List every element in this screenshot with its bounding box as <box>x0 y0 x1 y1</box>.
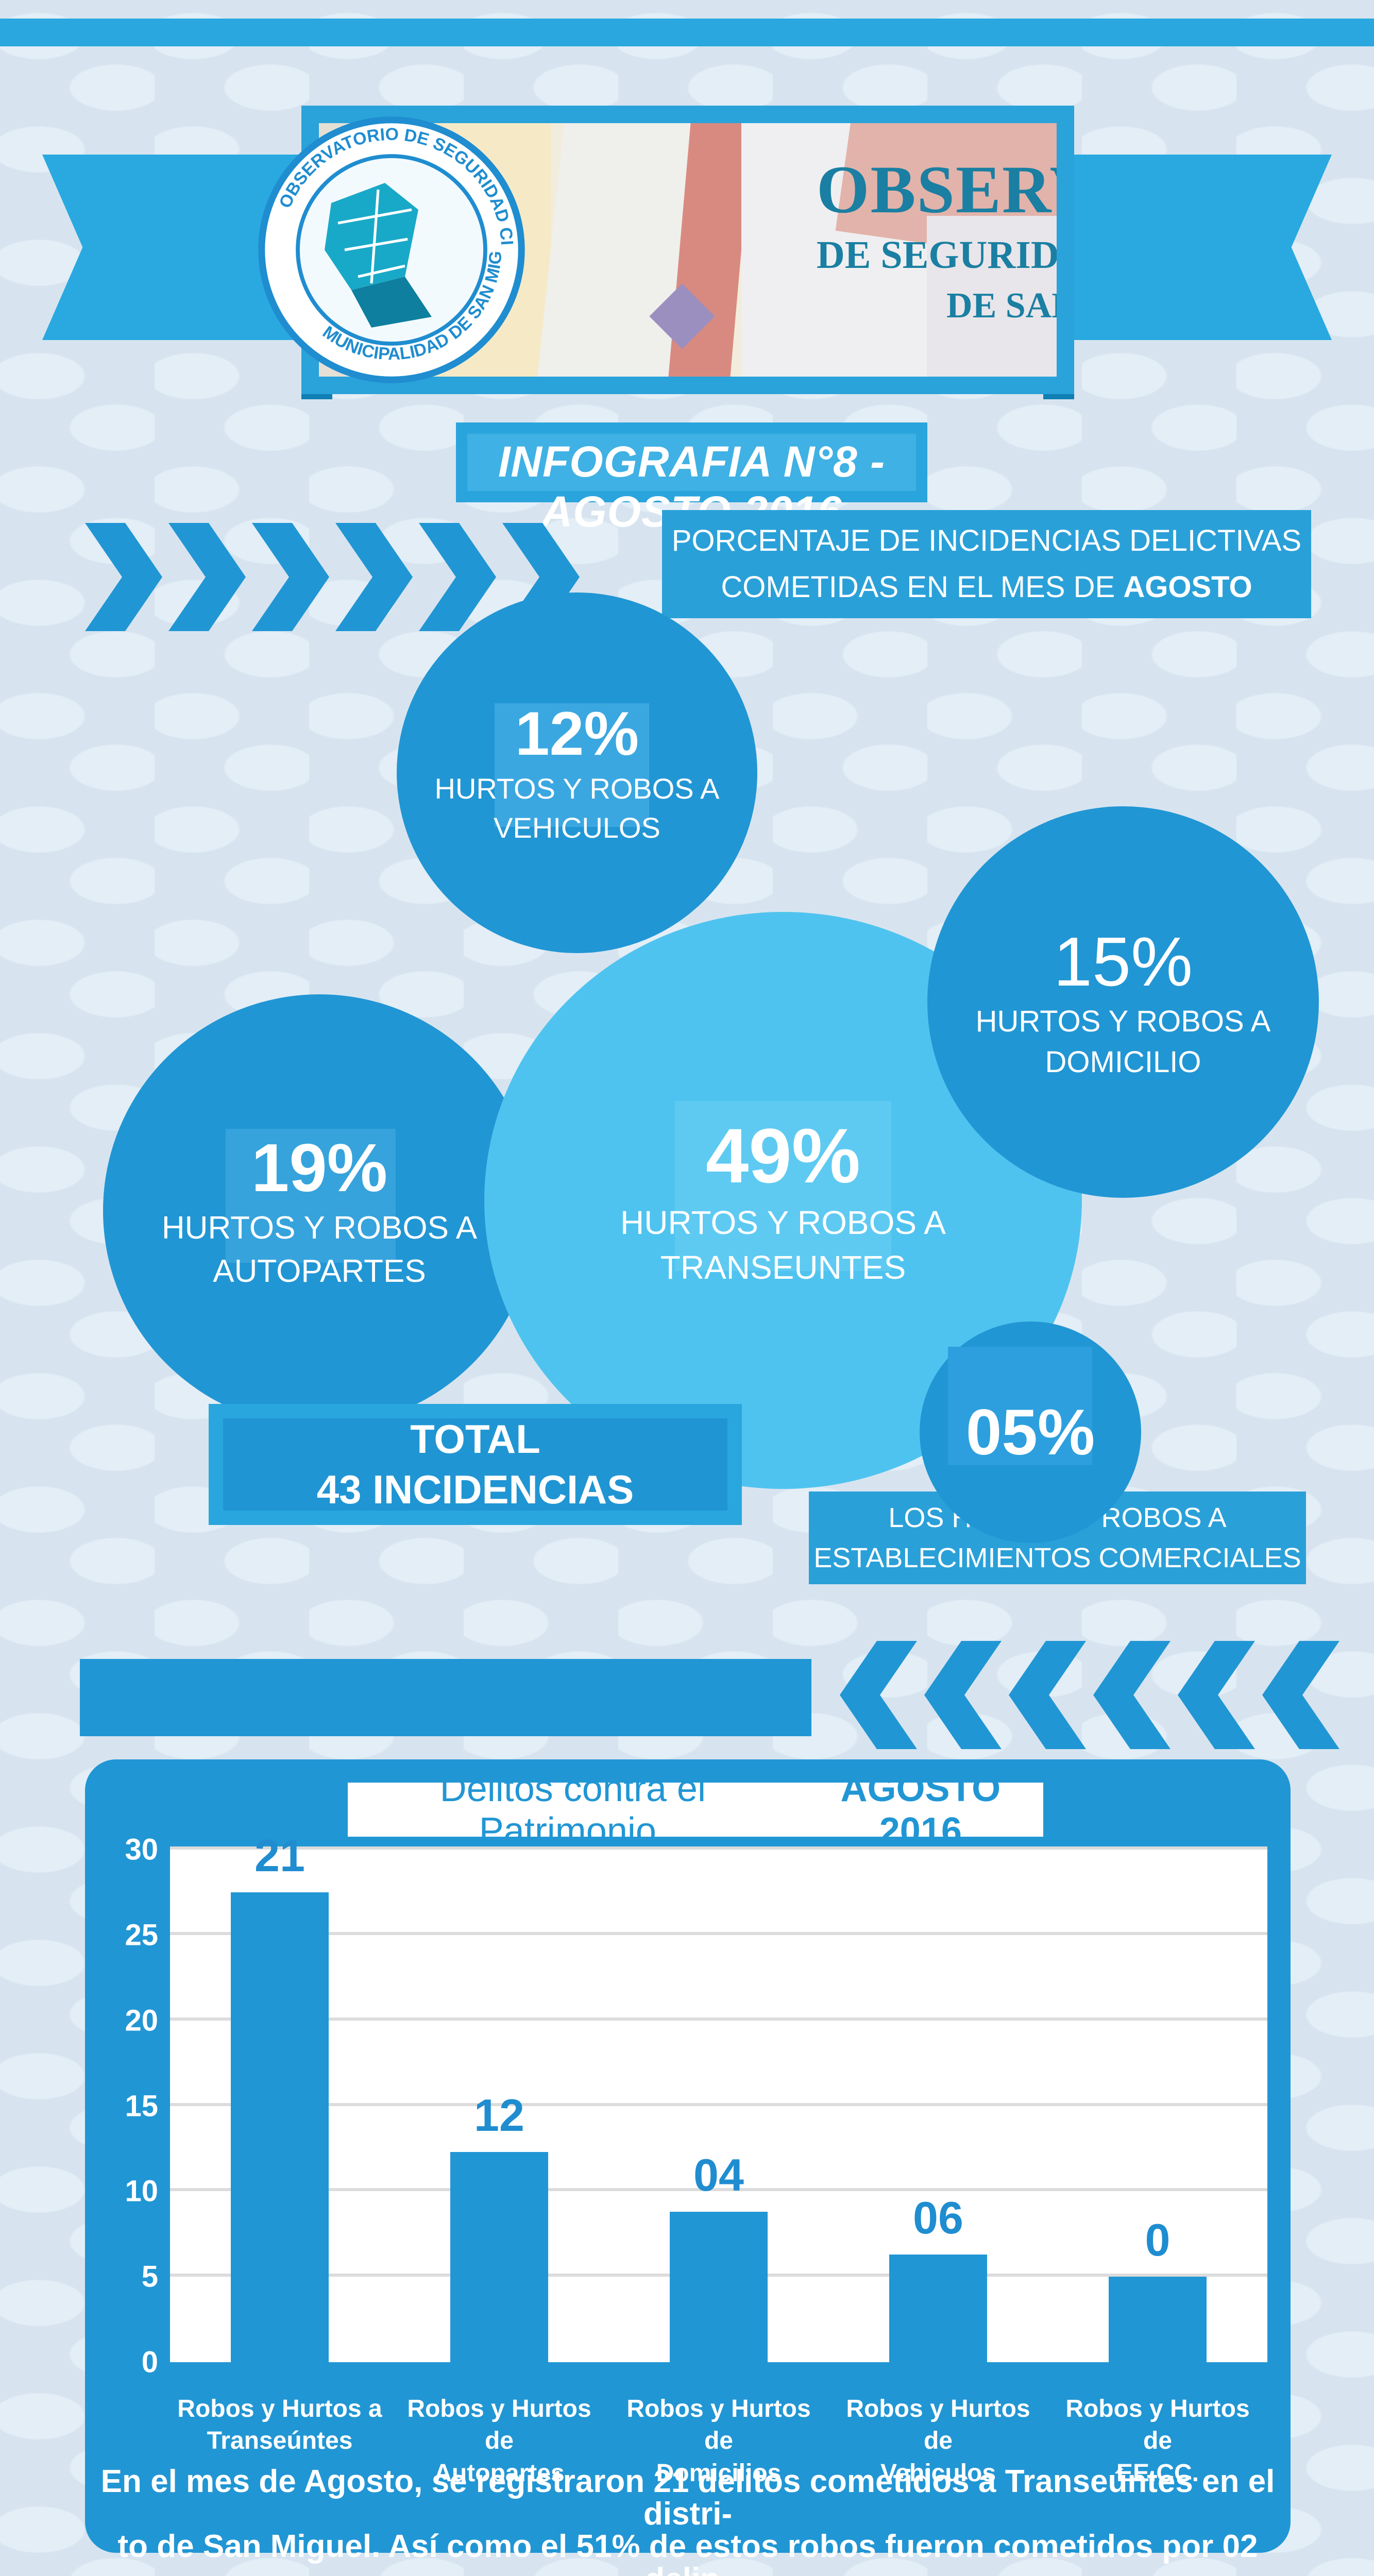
intro-banner: PORCENTAJE DE INCIDENCIAS DELICTIVAS COM… <box>662 510 1311 618</box>
bar-value: 21 <box>255 1829 305 1881</box>
chevron-icon <box>335 523 413 631</box>
bar-chart-plot: 21 12 04 06 0 <box>170 1830 1267 2362</box>
logo-map-shape <box>325 183 418 290</box>
bubble-vehiculos: 12% HURTOS Y ROBOS A VEHICULOS <box>397 592 757 953</box>
category-label: Robos y Hurtos de EE.CC. <box>1065 2395 1250 2487</box>
total-line2: 43 INCIDENCIAS <box>316 1466 634 1512</box>
infografia-badge-inner <box>467 434 916 491</box>
divider-band <box>80 1659 811 1736</box>
intro-line1: PORCENTAJE DE INCIDENCIAS DELICTIVAS <box>671 524 1302 558</box>
gridline <box>170 1931 1267 1935</box>
chevron-left-icon <box>924 1641 1002 1749</box>
top-strip <box>0 19 1374 46</box>
bubble-eecc-pct: 05% <box>947 1346 1095 1469</box>
chevron-left-icon <box>1093 1641 1171 1749</box>
bubble-pct-bg <box>674 1101 891 1272</box>
bubble-transeuntes-label: HURTOS Y ROBOS A TRANSEUNTES <box>620 1204 946 1286</box>
collage-shape <box>927 216 1057 377</box>
bar-transeuntes <box>231 1892 329 2362</box>
bar-chart-title-bold: AGOSTO 2016 <box>840 1768 1001 1852</box>
chevron-left-icon <box>1178 1641 1255 1749</box>
bubble-eecc: 05% <box>920 1321 1141 1543</box>
bar-eecc <box>1109 2277 1207 2362</box>
bubble-pct-bg <box>494 703 649 827</box>
chevron-row-right <box>85 523 580 631</box>
bar-value: 04 <box>693 2149 744 2201</box>
chevron-icon <box>252 523 329 631</box>
bar-chart-title-regular: Delitos contra el Patrimonio, <box>439 1768 706 1852</box>
bar-value: 06 <box>913 2192 963 2244</box>
summary-paragraph: En el mes de Agosto, se registraron 21 d… <box>100 2463 1275 2576</box>
total-line1: TOTAL <box>410 1416 540 1462</box>
bubble-domicilio-pct: 15% <box>1053 923 1193 1001</box>
chevron-left-icon <box>840 1641 917 1749</box>
bar-domicilios <box>670 2212 768 2362</box>
header-title-line2: DE SEGURIDAD CIUDADANA <box>816 233 1059 277</box>
category-label: Robos y Hurtos de Autopartes <box>407 2395 591 2487</box>
ribbon-right-wing <box>1043 155 1332 340</box>
chevron-left-icon <box>1262 1641 1339 1749</box>
chevron-icon <box>419 523 496 631</box>
chevron-icon <box>168 523 246 631</box>
total-incidencias-inner <box>223 1418 727 1511</box>
bubble-vehiculos-pct: 12% <box>494 698 649 827</box>
infografia-badge: INFOGRAFIA N°8 - AGOSTO 2016 <box>456 422 927 536</box>
logo-map-shape2 <box>351 277 432 328</box>
total-incidencias-box: TOTAL 43 INCIDENCIAS <box>209 1404 742 1525</box>
bar-chart-categories: Robos y Hurtos a Transeúntes Robos y Hur… <box>170 2362 1267 2532</box>
bubble-autopartes-label: HURTOS Y ROBOS A AUTOPARTES <box>161 1210 478 1289</box>
bubble-domicilio-label: HURTOS Y ROBOS A DOMICILIO <box>975 1005 1271 1079</box>
gridline <box>170 2103 1267 2106</box>
bar-vehiculos <box>889 2255 987 2362</box>
total-incidencias-text: TOTAL 43 INCIDENCIAS <box>209 1404 742 1525</box>
header-title: OBSERVATORIO DE SEGURIDAD CIUDADANA DE S… <box>813 151 1074 328</box>
bubble-pct-bg <box>947 1346 1092 1465</box>
bar-value: 12 <box>474 2090 524 2141</box>
bubble-autopartes-pct: 19% <box>225 1128 396 1263</box>
chevron-icon <box>85 523 162 631</box>
category-label: Robos y Hurtos de Vehiculos <box>846 2395 1030 2487</box>
bubble-autopartes: 19% HURTOS Y ROBOS A AUTOPARTES <box>103 994 536 1427</box>
observatorio-logo: OBSERVATORIO DE SEGURIDAD CIUDADANA MUNI… <box>251 100 525 384</box>
observatorio-logo-icon: OBSERVATORIO DE SEGURIDAD CIUDADANA MUNI… <box>251 100 525 383</box>
bubble-vehiculos-label: HURTOS Y ROBOS A VEHICULOS <box>434 772 720 844</box>
intro-line2: COMETIDAS EN EL MES DE <box>721 570 1124 604</box>
bar-autopartes <box>450 2152 548 2362</box>
category-label: Robos y Hurtos a Transeúntes <box>177 2395 382 2455</box>
header-title-line1: OBSERVATORIO <box>816 151 1074 227</box>
intro-banner-text: PORCENTAJE DE INCIDENCIAS DELICTIVAS COM… <box>672 518 1302 611</box>
chevron-left-icon <box>1009 1641 1086 1749</box>
gridline <box>170 1846 1267 1850</box>
category-label: Robos y Hurtos de Domicilios <box>626 2395 811 2487</box>
bubble-pct-bg <box>225 1128 396 1263</box>
gridline <box>170 2017 1267 2021</box>
bubble-domicilio: 15% HURTOS Y ROBOS A DOMICILIO <box>927 806 1319 1198</box>
header-title-line3: DE SAN MIGUEL <box>946 285 1074 326</box>
bar-value: 0 <box>1145 2214 1171 2266</box>
bubble-transeuntes-pct: 49% <box>674 1101 891 1272</box>
chevron-row-left <box>840 1641 1339 1749</box>
intro-line2-month: AGOSTO <box>1123 570 1252 604</box>
bar-chart-title: Delitos contra el Patrimonio, AGOSTO 201… <box>348 1768 1043 1852</box>
gridline <box>170 2188 1267 2192</box>
